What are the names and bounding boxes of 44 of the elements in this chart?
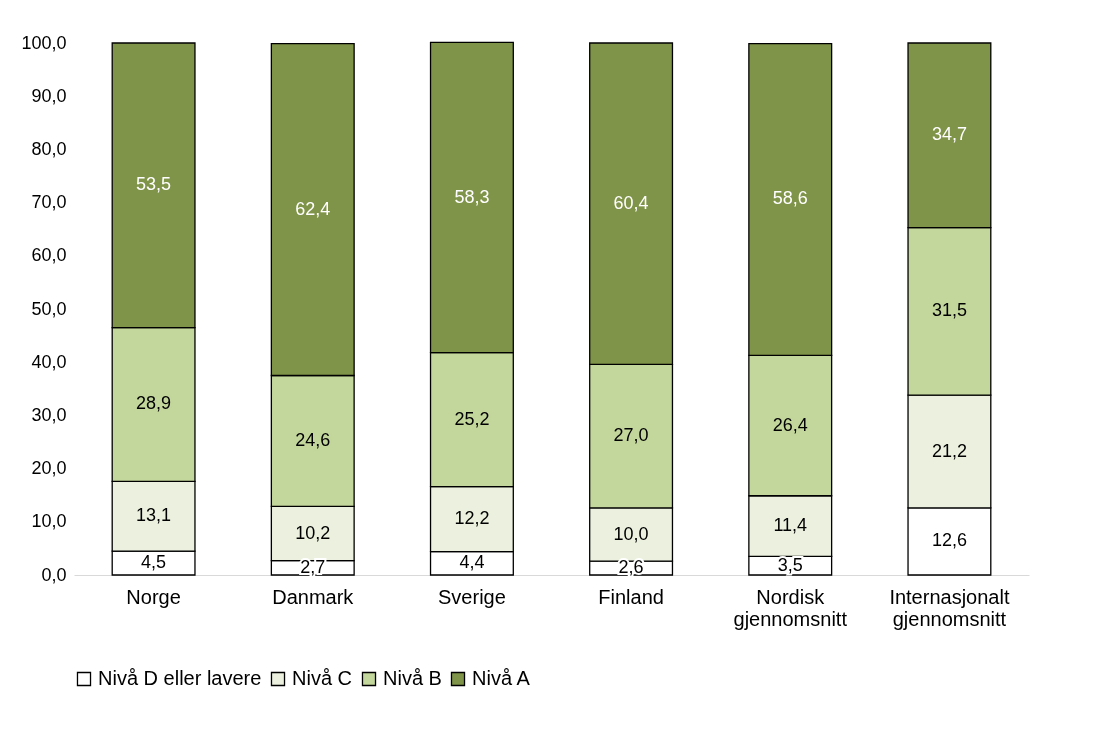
data-label: 34,7 bbox=[931, 124, 967, 145]
data-label: 10,0 bbox=[613, 523, 649, 544]
data-label: 2,6 bbox=[618, 557, 644, 578]
data-label: 13,1 bbox=[136, 505, 172, 526]
x-tick-label: Danmark bbox=[272, 585, 355, 608]
x-tick-label: Nordisk gjennomsnitt bbox=[733, 585, 848, 630]
legend-label: Nivå D eller lavere bbox=[98, 667, 262, 689]
y-tick-label: 0,0 bbox=[41, 564, 67, 585]
data-label: 3,5 bbox=[777, 554, 803, 575]
x-tick-label: Norge bbox=[126, 585, 181, 608]
data-label: 21,2 bbox=[931, 440, 967, 461]
y-tick-label: 40,0 bbox=[31, 351, 67, 372]
data-label: 58,3 bbox=[454, 186, 490, 207]
data-label: 10,2 bbox=[295, 522, 331, 543]
legend-label: Nivå A bbox=[472, 667, 531, 689]
data-label: 58,6 bbox=[772, 188, 808, 209]
x-tick-label: Finland bbox=[598, 585, 664, 608]
data-label: 60,4 bbox=[613, 192, 649, 213]
y-tick-label: 50,0 bbox=[31, 298, 67, 319]
y-tick-label: 80,0 bbox=[31, 138, 67, 159]
data-label: 28,9 bbox=[136, 393, 172, 414]
y-tick-label: 60,0 bbox=[31, 245, 67, 266]
data-label: 31,5 bbox=[931, 300, 967, 321]
data-label: 12,2 bbox=[454, 508, 490, 529]
data-label: 26,4 bbox=[772, 414, 808, 435]
y-tick-label: 10,0 bbox=[31, 511, 67, 532]
data-label: 4,5 bbox=[141, 552, 167, 573]
y-tick-label: 70,0 bbox=[31, 192, 67, 213]
data-label: 4,4 bbox=[459, 552, 485, 573]
data-label: 62,4 bbox=[295, 198, 331, 219]
data-label: 25,2 bbox=[454, 408, 490, 429]
y-tick-label: 20,0 bbox=[31, 458, 67, 479]
y-tick-label: 30,0 bbox=[31, 404, 67, 425]
data-label: 12,6 bbox=[931, 530, 967, 551]
data-label: 11,4 bbox=[773, 515, 808, 536]
x-tick-label: Internasjonalt gjennomsnitt bbox=[889, 585, 1010, 630]
data-label: 53,5 bbox=[136, 174, 172, 195]
legend-label: Nivå B bbox=[383, 667, 442, 689]
y-tick-label: 100,0 bbox=[21, 32, 67, 53]
data-label: 27,0 bbox=[613, 425, 649, 446]
x-tick-label: Sverige bbox=[438, 585, 506, 608]
y-tick-label: 90,0 bbox=[31, 85, 67, 106]
legend-label: Nivå C bbox=[292, 667, 353, 689]
data-label: 24,6 bbox=[295, 429, 331, 450]
